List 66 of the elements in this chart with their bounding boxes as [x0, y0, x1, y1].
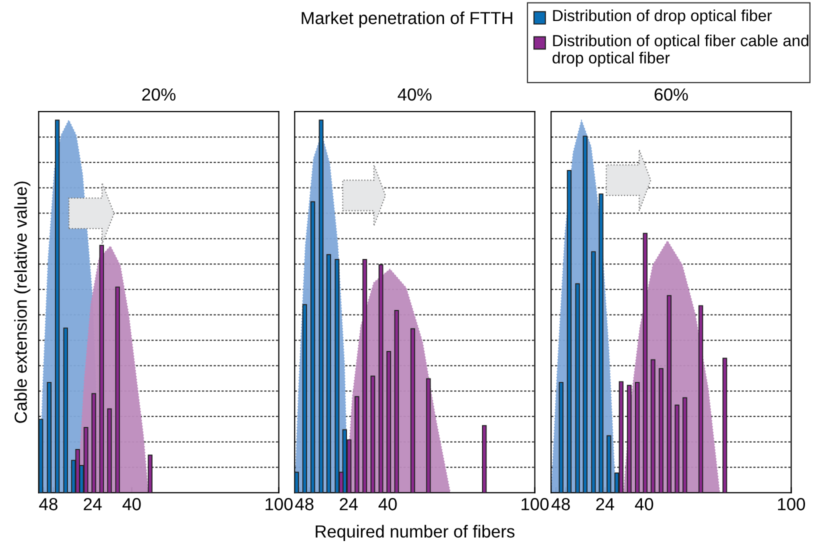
bar: [582, 136, 588, 493]
x-tick-label: 8: [562, 498, 570, 510]
bar: [674, 404, 680, 493]
x-tick-label: 8: [49, 498, 58, 510]
legend-label: Distribution of optical fiber cable and drop optical fiber: [552, 34, 808, 67]
bar: [326, 254, 332, 493]
x-tick-label: 24: [84, 498, 102, 510]
bar: [635, 382, 640, 493]
x-tick-label: 100: [522, 498, 549, 510]
x-tick-label: 24: [340, 498, 358, 510]
bar: [722, 358, 728, 493]
bar: [658, 368, 664, 493]
bar: [84, 427, 88, 493]
bar: [575, 283, 580, 493]
bar: [46, 382, 52, 493]
x-tick-label: 4: [295, 498, 304, 510]
chart-title: 20%: [142, 88, 176, 101]
bar: [666, 295, 672, 493]
bar: [482, 425, 487, 493]
bar: [54, 120, 60, 493]
bar: [558, 382, 564, 493]
bar: [394, 310, 399, 493]
x-axis-title: Required number of fibers: [316, 524, 514, 542]
bar: [591, 251, 596, 493]
bar: [107, 408, 112, 493]
bar: [362, 259, 368, 493]
bar: [99, 244, 104, 493]
x-tick-label: 40: [122, 498, 141, 510]
x-tick-label: 100: [778, 498, 806, 510]
bar: [566, 170, 572, 493]
bar: [626, 384, 632, 493]
bar: [334, 259, 340, 493]
bar: [148, 454, 152, 493]
bar: [294, 472, 299, 493]
legend-label: Distribution of drop optical fiber: [553, 9, 772, 24]
bar: [63, 328, 68, 493]
y-axis-title: Cable extension (relative value): [14, 182, 30, 423]
x-tick-label: 24: [596, 498, 614, 510]
bar: [606, 435, 612, 493]
bar: [642, 232, 648, 493]
bar: [698, 305, 704, 493]
bar: [426, 378, 431, 493]
chart-title: 60%: [654, 88, 688, 101]
bar: [318, 120, 324, 493]
bar: [91, 393, 96, 493]
bar: [378, 264, 384, 493]
bar: [354, 396, 360, 493]
x-tick-label: 4: [552, 498, 560, 510]
chart-title: 40%: [398, 88, 432, 101]
x-tick-label: 40: [378, 498, 397, 510]
bar: [650, 359, 656, 493]
x-tick-label: 8: [305, 498, 314, 510]
x-tick-label: 100: [266, 498, 293, 510]
bar: [115, 286, 120, 493]
bar: [310, 201, 316, 493]
bar: [386, 351, 392, 493]
text: Market penetration of FTTH: [302, 11, 512, 28]
bar: [410, 328, 416, 493]
bar: [370, 376, 376, 493]
bar: [618, 381, 624, 493]
x-tick-label: 4: [39, 498, 48, 510]
x-tick-label: 40: [634, 498, 654, 510]
bar: [75, 449, 80, 493]
bar: [598, 193, 604, 493]
bar: [682, 397, 688, 493]
bar: [302, 304, 308, 493]
